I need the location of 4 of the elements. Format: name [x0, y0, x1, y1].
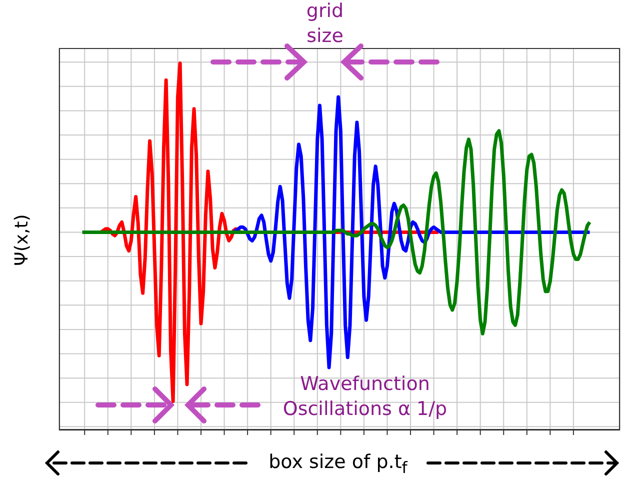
x-axis-title: box size of p.t$_{f}$ [268, 450, 409, 479]
annotation: Wavefunction Oscillations α 1/p [282, 372, 448, 422]
y-axis-title: Ψ(x,t) [12, 214, 32, 266]
text: grid size [305, 0, 345, 49]
